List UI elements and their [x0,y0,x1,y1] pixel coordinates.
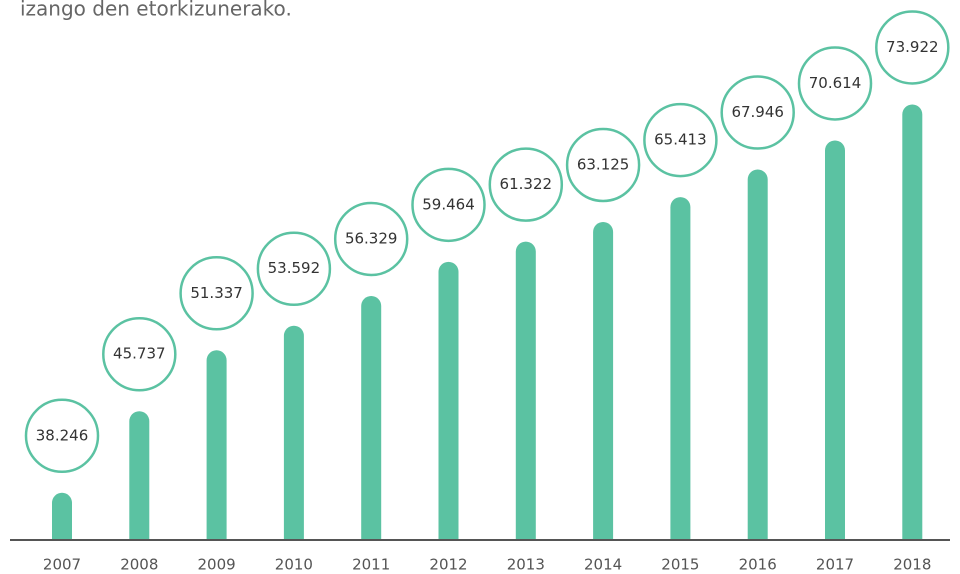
x-tick-label: 2007 [43,556,81,574]
value-bubble [643,102,718,178]
bar [129,411,150,539]
value-label: 53.592 [268,259,321,277]
x-tick-label: 2018 [893,556,931,574]
value-bubble [797,46,873,121]
value-bubble [411,167,486,243]
value-label: 63.125 [577,155,630,173]
value-bubble [488,147,564,222]
bar [670,197,691,539]
value-bubble [720,75,795,150]
value-label: 65.413 [654,131,707,149]
value-label: 51.337 [190,284,243,302]
x-tick-label: 2017 [816,556,854,574]
value-bubble [102,316,177,392]
value-label: 73.922 [886,38,939,56]
value-label: 61.322 [500,175,553,193]
x-tick-label: 2009 [198,556,236,574]
x-tick-label: 2012 [429,556,467,574]
x-tick-label: 2016 [739,556,777,574]
value-label: 70.614 [809,74,862,92]
bar [206,350,227,539]
value-label: 56.329 [345,229,398,247]
bar [747,169,768,539]
value-label: 38.246 [36,426,89,444]
value-bubble [333,201,409,277]
bar [902,104,923,540]
x-tick-label: 2014 [584,556,622,574]
bar [438,261,459,539]
chart-subtitle: izango den etorkizunerako. [20,0,292,21]
value-bubble [875,10,950,85]
x-tick-label: 2015 [661,556,699,574]
bar [283,325,304,539]
value-bubble [179,256,254,331]
value-label: 59.464 [422,195,475,213]
x-tick-label: 2008 [120,556,158,574]
bar [515,241,536,540]
value-bubble [24,398,100,474]
value-label: 45.737 [113,345,166,363]
bar [52,492,72,539]
value-bubble [565,127,641,203]
x-tick-label: 2013 [507,556,545,574]
value-label: 67.946 [731,103,784,121]
bar [593,221,614,540]
value-bubble [256,231,332,306]
x-tick-label: 2011 [352,556,390,574]
bar [825,140,845,539]
x-tick-label: 2010 [275,556,313,574]
bar [361,295,382,539]
